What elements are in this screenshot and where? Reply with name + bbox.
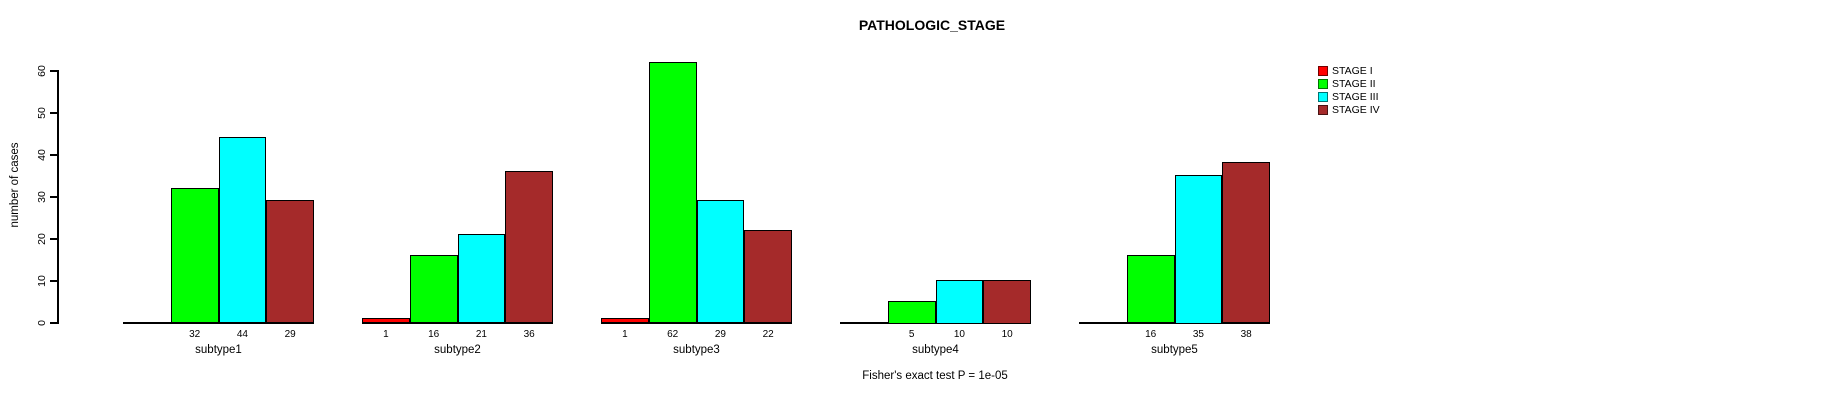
- y-axis-tick: [50, 322, 57, 324]
- legend-label: STAGE IV: [1332, 103, 1380, 116]
- y-axis-tick-label: 60: [36, 64, 48, 77]
- y-axis-tick: [50, 238, 57, 240]
- legend: STAGE I STAGE II STAGE III STAGE IV: [1318, 65, 1380, 116]
- bar-subtype5-stage-ii: [1126, 254, 1175, 324]
- category-label-subtype5: subtype5: [1151, 344, 1198, 356]
- bar-value-label: 29: [714, 329, 726, 340]
- bar-value-label: 35: [1192, 329, 1204, 340]
- bar-subtype2-stage-i: [362, 317, 410, 324]
- bar-subtype5-stage-iv: [1222, 162, 1270, 324]
- category-label-subtype3: subtype3: [673, 344, 720, 356]
- y-axis-tick: [50, 154, 57, 156]
- bar-subtype4-stage-iii: [935, 280, 984, 324]
- bar-value-label: 1: [383, 329, 389, 340]
- bar-value-label: 32: [189, 329, 201, 340]
- legend-label: STAGE II: [1332, 78, 1376, 91]
- y-axis-line: [57, 70, 59, 324]
- bar-subtype2-stage-ii: [409, 254, 458, 324]
- legend-label: STAGE I: [1332, 65, 1373, 78]
- legend-item: STAGE II: [1318, 78, 1380, 91]
- bar-value-label: 44: [236, 329, 248, 340]
- legend-item: STAGE I: [1318, 65, 1380, 78]
- bar-subtype4-stage-iv: [983, 280, 1031, 324]
- y-axis-tick: [50, 112, 57, 114]
- legend-swatch-icon: [1318, 104, 1328, 115]
- y-axis-tick-label: 30: [36, 190, 48, 203]
- category-label-subtype2: subtype2: [434, 344, 481, 356]
- bar-value-label: 16: [428, 329, 440, 340]
- bar-value-label: 1: [622, 329, 628, 340]
- bar-value-label: 10: [953, 329, 965, 340]
- bar-subtype1-stage-iv: [266, 200, 314, 324]
- y-axis-tick-label: 10: [36, 274, 48, 287]
- chart-title: PATHOLOGIC_STAGE: [858, 17, 1006, 33]
- y-axis-tick: [50, 70, 57, 72]
- category-label-subtype4: subtype4: [912, 344, 959, 356]
- bar-subtype2-stage-iv: [505, 170, 553, 324]
- bar-value-label: 21: [475, 329, 487, 340]
- y-axis-tick-label: 20: [36, 232, 48, 245]
- bar-subtype3-stage-ii: [648, 61, 697, 324]
- legend-swatch-icon: [1318, 91, 1328, 102]
- y-axis-tick: [50, 280, 57, 282]
- category-label-subtype1: subtype1: [195, 344, 242, 356]
- bar-value-label: 10: [1001, 329, 1013, 340]
- legend-swatch-icon: [1318, 66, 1328, 77]
- fisher-test-note: Fisher's exact test P = 1e-05: [862, 370, 1008, 382]
- bar-subtype1-stage-iii: [218, 137, 267, 324]
- bar-value-label: 38: [1240, 329, 1252, 340]
- y-axis-tick-label: 40: [36, 148, 48, 161]
- legend-item: STAGE IV: [1318, 103, 1380, 116]
- bar-value-label: 22: [762, 329, 774, 340]
- bar-subtype4-stage-ii: [887, 301, 936, 324]
- bar-subtype3-stage-iii: [696, 200, 745, 324]
- bar-value-label: 62: [667, 329, 679, 340]
- y-axis-tick: [50, 196, 57, 198]
- bar-value-label: 36: [523, 329, 535, 340]
- bar-subtype2-stage-iii: [457, 233, 506, 324]
- bar-subtype5-stage-iii: [1174, 175, 1223, 324]
- legend-item: STAGE III: [1318, 91, 1380, 104]
- y-axis-tick-label: 0: [36, 319, 48, 326]
- bar-value-label: 5: [908, 329, 915, 340]
- bar-subtype3-stage-iv: [744, 229, 792, 324]
- y-axis-tick-label: 50: [36, 106, 48, 119]
- bar-subtype1-stage-ii: [170, 187, 219, 324]
- bar-value-label: 16: [1145, 329, 1157, 340]
- legend-swatch-icon: [1318, 79, 1328, 90]
- bar-value-label: 29: [284, 329, 296, 340]
- bar-subtype3-stage-i: [601, 317, 649, 324]
- legend-label: STAGE III: [1332, 90, 1379, 103]
